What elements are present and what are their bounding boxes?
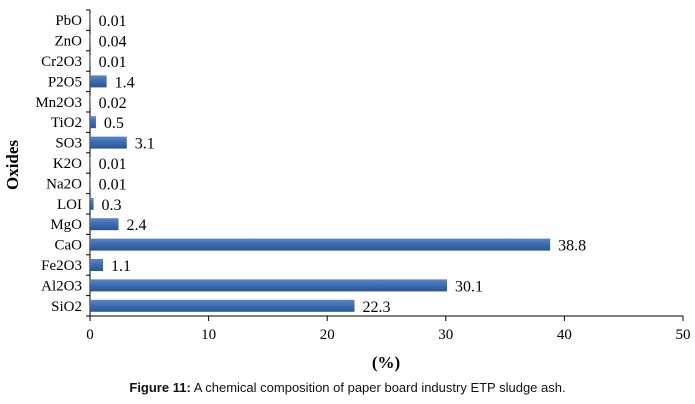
x-tick-label: 0 <box>86 327 94 343</box>
bar <box>90 14 91 27</box>
figure-caption: Figure 11: A chemical composition of pap… <box>0 380 695 395</box>
y-axis-title: Oxides <box>3 140 22 190</box>
data-label: 0.02 <box>99 95 127 112</box>
x-tick-label: 20 <box>320 327 335 343</box>
x-tick-label: 10 <box>201 327 216 343</box>
bar <box>90 136 127 149</box>
data-label: 0.04 <box>99 34 127 51</box>
data-label: 0.01 <box>99 13 127 30</box>
category-label: Mn2O3 <box>35 95 82 111</box>
category-label: Na2O <box>46 176 82 192</box>
bar <box>90 218 119 231</box>
x-tick-label: 50 <box>676 327 691 343</box>
category-label: PbO <box>55 13 82 29</box>
bar <box>90 157 91 169</box>
bar <box>90 55 91 67</box>
category-label: ZnO <box>55 34 83 50</box>
bar <box>90 197 94 210</box>
data-label: 2.4 <box>126 217 146 234</box>
category-label: SiO2 <box>51 299 82 315</box>
category-label: CaO <box>55 238 83 254</box>
bar <box>90 177 91 190</box>
bar <box>90 238 551 251</box>
bar <box>90 95 91 108</box>
data-label: 1.4 <box>115 74 135 91</box>
data-label: 3.1 <box>135 136 155 153</box>
data-label: 0.3 <box>102 197 122 214</box>
category-label: MgO <box>50 217 82 233</box>
category-label: Fe2O3 <box>41 258 82 274</box>
category-label: P2O5 <box>48 74 82 90</box>
data-label: 0.01 <box>99 176 127 193</box>
x-tick-label: 40 <box>557 327 572 343</box>
bar <box>90 299 355 312</box>
category-label: SO3 <box>55 136 82 152</box>
bar <box>90 279 447 292</box>
data-label: 38.8 <box>558 238 586 255</box>
data-label: 30.1 <box>455 278 483 295</box>
category-label: K2O <box>53 156 82 172</box>
caption-label: Figure 11: <box>129 380 191 395</box>
caption-text: A chemical composition of paper board in… <box>190 380 566 395</box>
bar-chart: SiO2 22.3 Al2O3 30.1 Fe2O3 1.1 CaO 38.8 MgO 2.4 LO… <box>3 9 691 372</box>
category-label: TiO2 <box>51 115 82 131</box>
category-label: Cr2O3 <box>41 54 82 70</box>
data-label: 0.5 <box>104 115 124 132</box>
x-axis-title: (%) <box>372 353 400 372</box>
bar <box>90 116 96 129</box>
bar <box>90 259 104 271</box>
bar <box>90 34 91 47</box>
category-label: LOI <box>57 197 82 213</box>
data-label: 0.01 <box>99 156 127 173</box>
data-label: 22.3 <box>362 299 390 316</box>
data-label: 0.01 <box>99 54 127 71</box>
data-label: 1.1 <box>111 258 131 275</box>
x-tick-label: 30 <box>438 327 453 343</box>
category-label: Al2O3 <box>41 278 82 294</box>
bar <box>90 75 107 88</box>
